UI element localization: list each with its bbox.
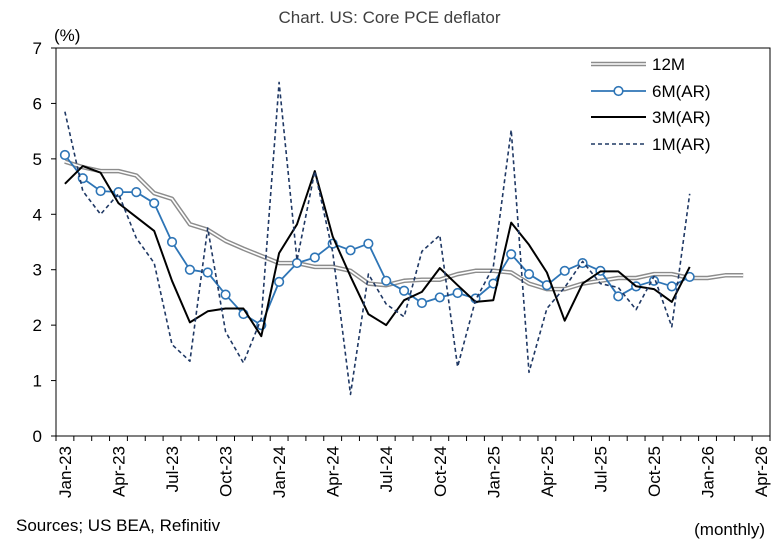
x-tick-label: Apr-26: [752, 446, 771, 497]
series-point-6m: [416, 297, 428, 309]
series-point-6m: [452, 287, 463, 299]
legend-marker-6m: [613, 85, 624, 97]
x-tick-label: Apr-25: [538, 446, 557, 497]
series-point-6m: [577, 257, 588, 269]
x-tick-label: Jan-23: [56, 446, 75, 498]
series-point-6m: [506, 249, 517, 260]
series-point-6m: [613, 291, 624, 302]
series-point-6m: [220, 289, 231, 300]
legend-label: 12M: [652, 55, 685, 74]
y-tick-label: 1: [33, 372, 42, 391]
series-point-6m: [113, 187, 124, 198]
series-point-6m: [345, 245, 356, 256]
series-point-6m: [309, 252, 320, 263]
series-point-6m: [184, 264, 195, 275]
x-tick-label: Jul-23: [163, 446, 182, 492]
y-tick-label: 2: [33, 316, 42, 335]
legend-label: 3M(AR): [652, 108, 711, 127]
chart-title: Chart. US: Core PCE deflator: [278, 8, 501, 27]
series-point-6m: [666, 281, 677, 292]
x-tick-label: Jul-25: [591, 446, 610, 492]
series-point-6m: [59, 149, 71, 161]
legend-label: 1M(AR): [652, 135, 711, 154]
y-tick-label: 7: [33, 39, 42, 58]
series-point-6m: [202, 267, 213, 278]
y-axis-unit-label: (%): [54, 26, 81, 45]
chart-axes: 0 1 2 3 4 5 6 7 Jan-23 Apr-23 Jul-23 Oct-23 Jan-24 Ap…: [33, 39, 772, 498]
series-point-6m: [166, 236, 178, 248]
series-line-3m-ar: [64, 165, 691, 338]
series-point-6m: [291, 257, 303, 269]
series-line-12m: [64, 160, 744, 290]
x-tick-label: Jul-24: [377, 446, 396, 492]
frequency-note: (monthly): [694, 520, 765, 539]
series-point-6m: [434, 292, 445, 303]
plot-frame: [55, 47, 771, 437]
series-point-6m: [398, 285, 410, 296]
y-tick-label: 6: [33, 94, 42, 113]
series-point-6m: [559, 265, 570, 276]
y-tick-label: 3: [33, 261, 42, 280]
y-tick-label: 0: [33, 427, 42, 446]
series-line-12m-outer: [64, 159, 744, 292]
series-line-1m-ar: [64, 81, 691, 396]
series-point-6m: [274, 276, 285, 288]
y-tick-label: 5: [33, 150, 42, 169]
x-tick-label: Oct-25: [645, 446, 664, 497]
series-point-6m: [381, 275, 392, 286]
x-tick-label: Jan-24: [270, 446, 289, 498]
series-point-6m: [523, 269, 535, 280]
x-tick-label: Jan-25: [484, 446, 503, 498]
series-line-6m-ar: [64, 154, 691, 327]
chart-legend: 12M 6M(AR) 3M(AR) 1M(AR): [591, 55, 711, 154]
x-tick-label: Oct-24: [431, 446, 450, 497]
chart-series: [59, 81, 744, 396]
y-tick-label: 4: [33, 205, 42, 224]
series-point-6m: [95, 185, 106, 197]
x-tick-label: Apr-24: [324, 446, 343, 497]
x-tick-label: Jan-26: [699, 446, 718, 498]
source-note: Sources; US BEA, Refinitiv: [16, 516, 221, 535]
x-tick-label: Apr-23: [109, 446, 128, 497]
series-point-6m: [363, 238, 374, 249]
series-point-6m: [149, 198, 160, 209]
series-point-6m: [131, 187, 142, 198]
legend-label: 6M(AR): [652, 82, 711, 101]
x-tick-label: Oct-23: [217, 446, 236, 497]
